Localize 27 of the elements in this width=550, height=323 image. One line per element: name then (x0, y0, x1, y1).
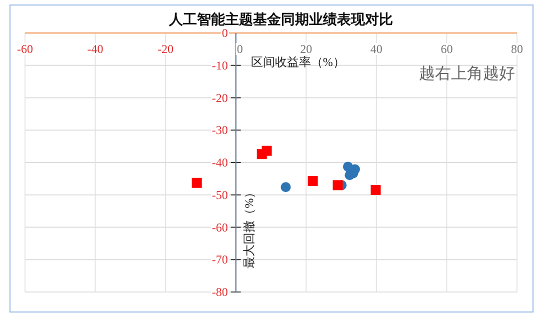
x-tick-label: 60 (440, 42, 453, 56)
x-tick-label: 40 (370, 42, 382, 56)
y-tick-label: -60 (212, 220, 228, 234)
y-tick-label: -80 (212, 285, 228, 299)
y-tick-label: 0 (222, 26, 228, 40)
y-tick-label: -10 (212, 58, 228, 72)
y-tick-label: -30 (212, 123, 228, 138)
x-tick-label: -40 (87, 42, 104, 56)
y-tick-label: -50 (212, 188, 228, 202)
y-tick-label: -40 (212, 156, 228, 170)
x-tick-label: 80 (511, 42, 523, 56)
annotation: 越右上角越好 (419, 63, 515, 82)
point (262, 146, 272, 156)
x-tick-label: 0 (236, 42, 243, 56)
y-tick-label: -70 (212, 252, 228, 267)
x-tick-label: -20 (158, 42, 174, 56)
point (280, 182, 291, 192)
x-tick-label: 20 (300, 42, 312, 56)
x-axis-title: 区间收益率（%） (250, 55, 345, 69)
y-axis-title: 最大回撤（%） (242, 186, 256, 268)
x-tick-label: -60 (17, 42, 33, 56)
y-tick-label: -20 (212, 90, 228, 105)
point (370, 185, 381, 196)
point (332, 180, 343, 190)
point (308, 176, 318, 186)
chart-title: 人工智能主题基金同期业绩表现对比 (168, 11, 393, 28)
point (192, 178, 202, 188)
